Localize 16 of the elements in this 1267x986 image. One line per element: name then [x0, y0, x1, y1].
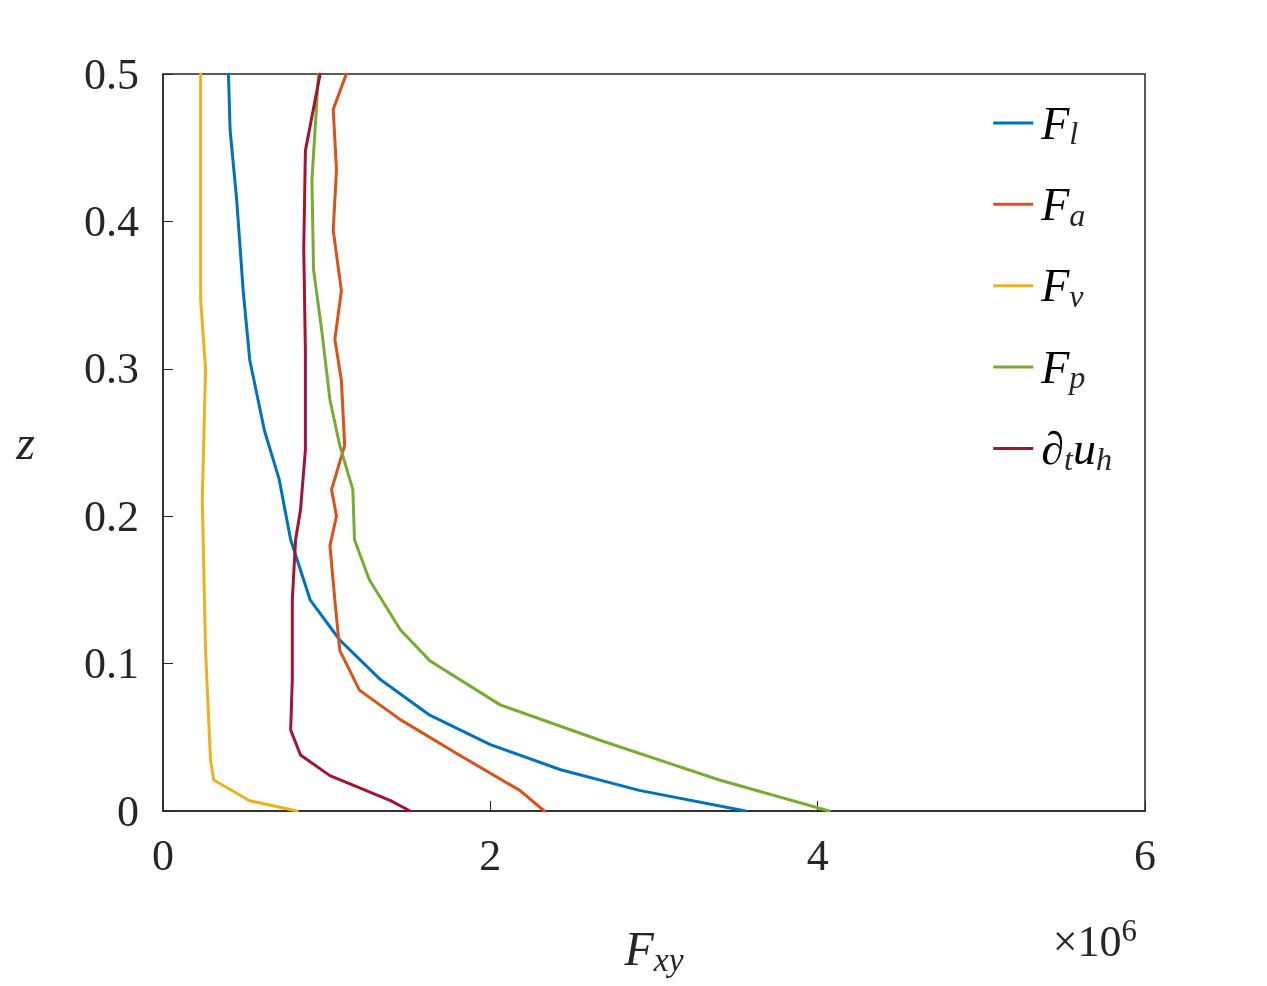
line-series	[289, 72, 412, 813]
y-tick-label: 0	[117, 786, 139, 836]
x-tick-label: 0	[152, 830, 174, 880]
y-tick-label: 0.1	[84, 639, 139, 689]
y-axis-title: z	[15, 416, 36, 469]
y-tick-label: 0.4	[84, 196, 139, 246]
y-tick-label: 0.5	[84, 49, 139, 99]
y-tick-label: 0.3	[84, 344, 139, 394]
line-series	[328, 72, 546, 813]
line-series	[199, 72, 299, 813]
x-tick-label: 4	[806, 830, 829, 880]
line-series	[226, 72, 748, 813]
x-tick-label: 2	[479, 830, 502, 880]
line-series	[310, 72, 831, 813]
y-tick-label: 0.2	[84, 491, 139, 541]
x-tick-label: 6	[1134, 830, 1156, 880]
